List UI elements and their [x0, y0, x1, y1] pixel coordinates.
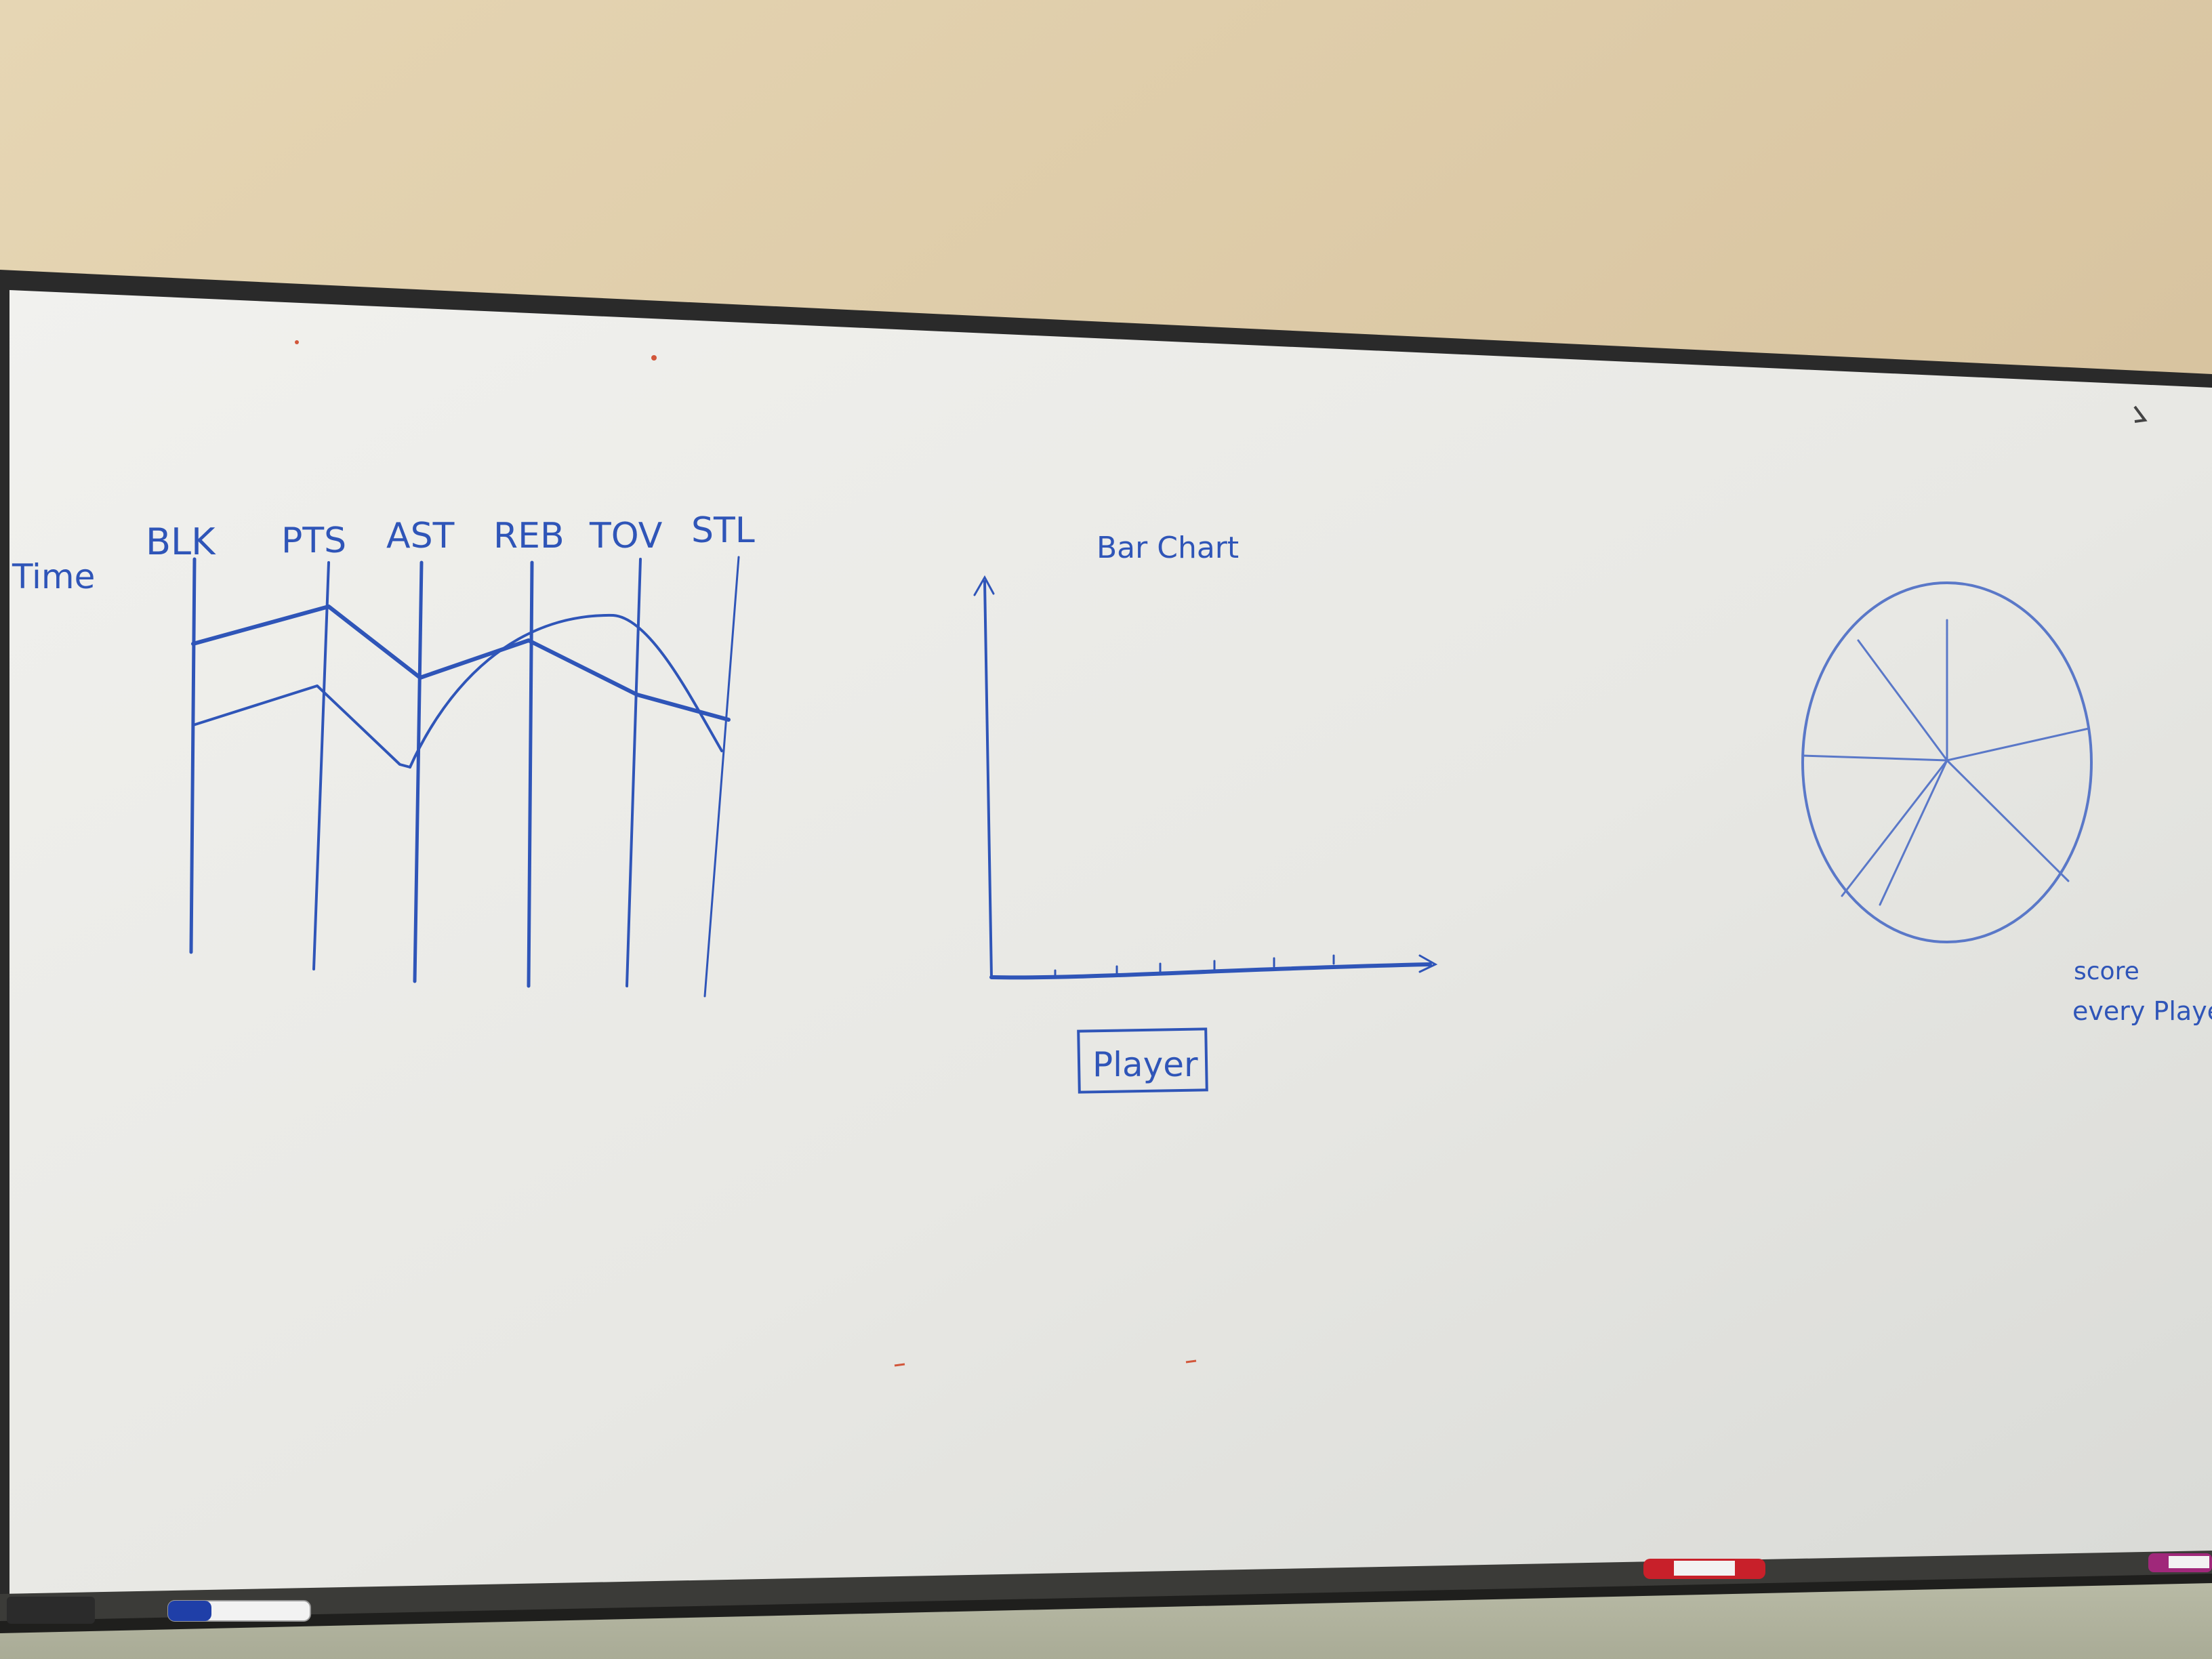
- y-axis-arrow-icon: [973, 575, 995, 596]
- purple-marker-icon: [2148, 1553, 2212, 1572]
- side-label-time: Time: [12, 557, 95, 596]
- board-smudge: [295, 340, 299, 344]
- bar-chart-sketch: [973, 575, 1438, 1094]
- pie-slice-divider: [1879, 759, 1948, 906]
- parallel-coordinates-sketch: [189, 556, 740, 998]
- eraser-icon: [7, 1597, 95, 1624]
- pie-caption-line-1: score: [2074, 958, 2139, 985]
- pie-slice-divider: [1946, 759, 2070, 882]
- axis-line-ast: [413, 560, 424, 983]
- data-line-2: [192, 684, 411, 769]
- axis-line-tov: [626, 558, 642, 987]
- data-line-3: [409, 613, 723, 769]
- axis-label-stl: STL: [691, 510, 755, 551]
- pie-slice-divider: [1857, 639, 1948, 762]
- data-line-1: [191, 605, 731, 722]
- pie-slice-divider: [1801, 754, 1948, 762]
- board-smudge: [1185, 1359, 1197, 1364]
- bar-chart-x-axis: [989, 962, 1432, 980]
- lower-wall: [0, 1579, 2212, 1659]
- bar-chart-x-label: Player: [1092, 1045, 1198, 1084]
- pie-chart-sketch: [1801, 581, 2093, 943]
- pie-outline: [1801, 581, 2093, 943]
- board-smudge: [894, 1363, 905, 1367]
- tray-lip: [0, 1574, 2212, 1633]
- whiteboard-surface: [9, 290, 2212, 1594]
- pie-slice-divider: [1946, 727, 2090, 762]
- pie-caption-line-2: every Player: [2072, 996, 2212, 1026]
- axis-line-pts: [312, 561, 330, 970]
- axis-label-reb: REB: [493, 516, 565, 556]
- red-marker-icon: [1643, 1559, 1765, 1579]
- axis-line-stl: [703, 556, 740, 998]
- bar-chart-y-axis: [983, 580, 993, 979]
- board-smudge: [651, 355, 657, 361]
- axis-label-pts: PTS: [281, 520, 346, 561]
- blue-marker-icon: [167, 1600, 311, 1622]
- pie-slice-divider: [1841, 759, 1948, 897]
- axis-line-blk: [189, 557, 197, 954]
- bar-chart-title: Bar Chart: [1097, 531, 1239, 565]
- axis-label-ast: AST: [386, 516, 455, 556]
- x-axis-arrow-icon: [1418, 954, 1438, 973]
- board-mount-icon: [2133, 405, 2148, 423]
- axis-label-blk: BLK: [146, 520, 216, 563]
- axis-label-tov: TOV: [589, 516, 663, 556]
- player-label-box: [1077, 1027, 1208, 1094]
